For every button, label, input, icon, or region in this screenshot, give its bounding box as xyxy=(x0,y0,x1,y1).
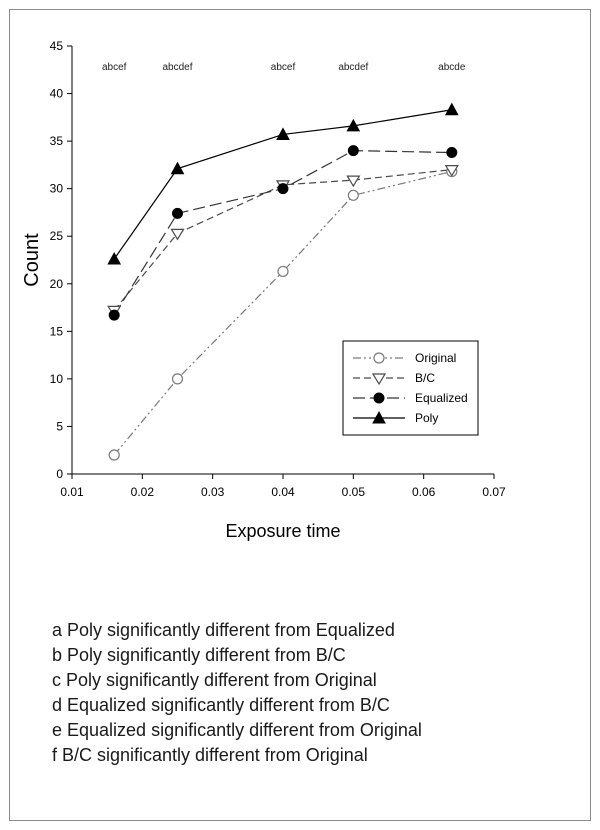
data-point-poly xyxy=(276,127,290,140)
data-point-equalized xyxy=(446,147,458,159)
line-chart: 0 5 10 15 20 25 30 35 40 45 0.01 0.02 0.03 0.04 0.05 0.… xyxy=(21,39,506,541)
x-tick-label: 0.05 xyxy=(342,485,366,499)
data-point-equalized xyxy=(277,183,289,195)
data-point-poly xyxy=(170,161,185,175)
data-point-equalized xyxy=(108,309,120,321)
y-tick-label: 45 xyxy=(50,39,64,53)
x-tick-label: 0.04 xyxy=(271,485,295,499)
data-point-original xyxy=(347,189,359,201)
y-tick-label: 5 xyxy=(56,419,63,433)
data-point-original xyxy=(108,449,120,461)
note-b: b Poly significantly different from B/C xyxy=(52,645,346,665)
significance-label-4: abcdef xyxy=(338,62,368,73)
y-tick-label: 20 xyxy=(50,277,64,291)
data-point-equalized xyxy=(172,207,183,219)
significance-label-1: abcef xyxy=(102,62,127,73)
data-point-original xyxy=(171,373,184,385)
x-tick-label: 0.06 xyxy=(412,485,436,499)
y-tick-label: 25 xyxy=(50,229,64,243)
legend-label-poly: Poly xyxy=(415,411,438,425)
legend-box xyxy=(342,340,479,436)
y-tick-label: 35 xyxy=(50,134,64,148)
data-point-original xyxy=(277,265,289,278)
significance-label-3: abcef xyxy=(271,62,296,73)
y-tick-label: 40 xyxy=(50,87,64,101)
significance-label-5: abcde xyxy=(438,62,466,73)
data-point-poly xyxy=(444,102,459,116)
legend-marker-poly xyxy=(372,410,386,424)
note-a: a Poly significantly different from Equa… xyxy=(52,620,395,640)
significance-notes: a Poly significantly different from Equa… xyxy=(52,618,587,768)
series-line-original xyxy=(113,170,452,456)
y-tick-label: 30 xyxy=(50,182,64,196)
data-point-poly xyxy=(346,118,361,132)
legend-label-b-c: B/C xyxy=(415,371,435,385)
note-d: d Equalized significantly different from… xyxy=(52,695,390,715)
note-c: c Poly significantly different from Orig… xyxy=(52,670,377,690)
x-tick-label: 0.01 xyxy=(60,485,84,499)
legend-marker-equalized xyxy=(373,392,385,404)
data-point-poly xyxy=(107,252,122,265)
data-point-b-c xyxy=(170,228,185,241)
x-axis-title: Exposure time xyxy=(225,521,340,541)
y-tick-label: 0 xyxy=(56,467,63,481)
x-tick-label: 0.07 xyxy=(482,485,506,499)
figure-frame xyxy=(9,9,591,821)
data-point-b-c xyxy=(346,175,361,188)
legend-marker-original xyxy=(373,352,385,364)
y-tick-label: 10 xyxy=(50,372,64,386)
x-tick-label: 0.03 xyxy=(201,485,225,499)
note-e: e Equalized significantly different from… xyxy=(52,720,422,740)
y-tick-label: 15 xyxy=(50,324,64,338)
data-point-equalized xyxy=(347,145,359,157)
legend-label-original: Original xyxy=(415,351,456,365)
note-f: f B/C significantly different from Origi… xyxy=(52,745,368,765)
x-tick-label: 0.02 xyxy=(131,485,155,499)
legend-marker-b-c xyxy=(371,373,387,386)
data-point-b-c xyxy=(444,165,459,177)
y-axis-title: Count xyxy=(21,233,43,287)
significance-label-2: abcdef xyxy=(162,62,192,73)
legend-label-equalized: Equalized xyxy=(415,391,468,405)
